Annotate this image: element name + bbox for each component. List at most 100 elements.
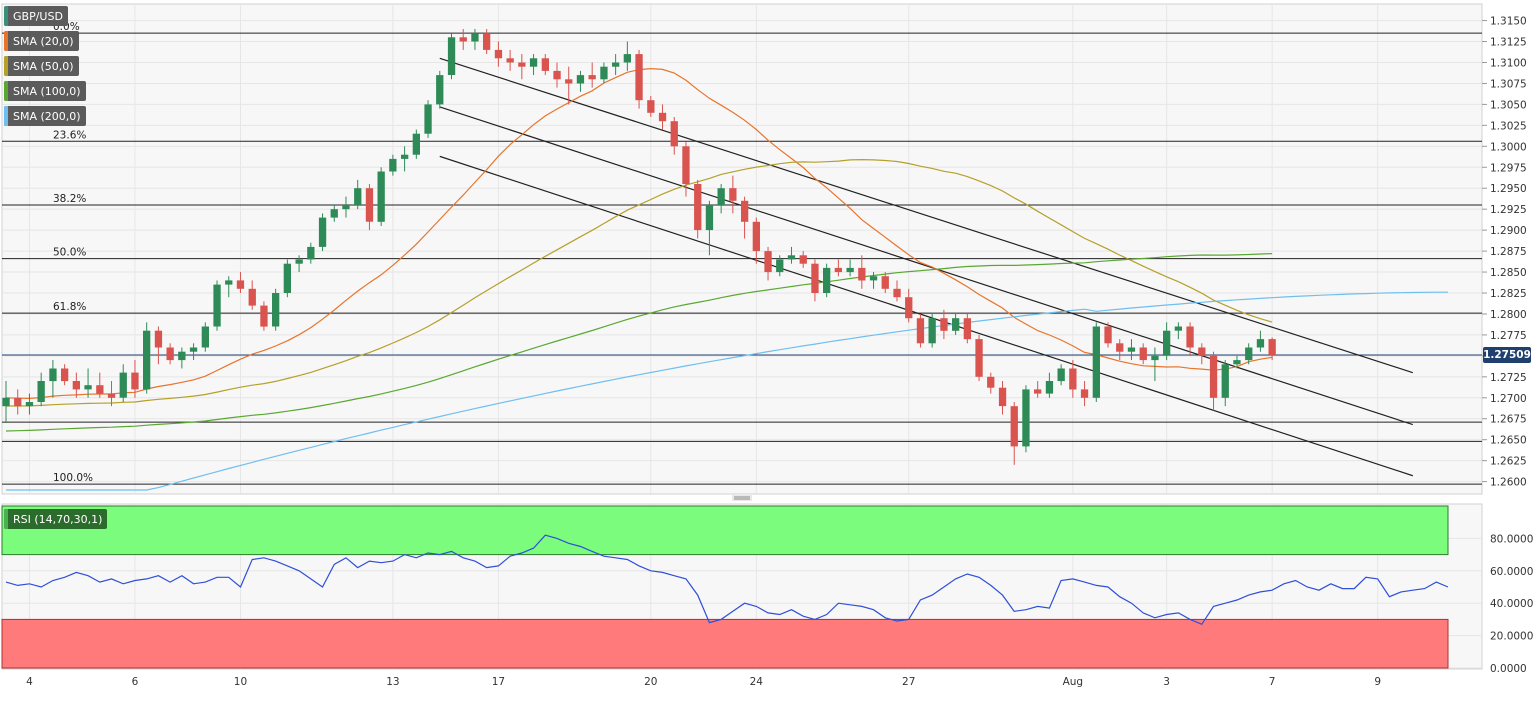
candle-body <box>553 70 561 80</box>
candle-body <box>1186 326 1194 348</box>
candle <box>330 204 338 222</box>
legend-item[interactable]: GBP/USD <box>4 6 68 26</box>
candle-body <box>236 280 245 289</box>
legend-item[interactable]: SMA (50,0) <box>4 56 79 76</box>
candle-body <box>940 318 948 331</box>
fib-level-label: 50.0% <box>53 247 86 259</box>
candle <box>694 179 702 239</box>
candle <box>1104 322 1112 348</box>
candle-body <box>119 372 127 398</box>
candle-body <box>213 284 221 327</box>
candle-body <box>248 288 256 306</box>
candle <box>49 360 57 398</box>
candle <box>1092 322 1100 402</box>
candle-body <box>1127 347 1136 352</box>
candle <box>869 272 878 289</box>
candle-body <box>1233 360 1241 365</box>
candle <box>72 372 80 398</box>
rsi-label-text: RSI (14,70,30,1) <box>13 512 103 526</box>
candle <box>647 96 655 117</box>
candle-body <box>260 305 268 327</box>
candle <box>1221 360 1229 407</box>
candle <box>1069 360 1077 398</box>
main-panel[interactable] <box>1 3 1483 495</box>
candle-body <box>471 33 479 42</box>
candle <box>799 251 807 268</box>
candle-body <box>377 171 385 222</box>
candle-body <box>1198 347 1206 356</box>
candle-body <box>459 37 467 42</box>
rsi-line <box>5 534 1449 626</box>
candle-body <box>354 188 362 205</box>
candle <box>248 280 256 310</box>
y-tick-label: 1.2850 <box>1490 267 1527 279</box>
candle-body <box>869 276 878 281</box>
candle-body <box>401 154 409 159</box>
candle-body <box>494 49 503 59</box>
candle <box>84 368 92 398</box>
candle-body <box>588 75 596 80</box>
legend-swatch <box>4 56 8 76</box>
candle-body <box>717 188 725 205</box>
legend-swatch <box>4 31 8 51</box>
rsi-tick-label: 20.0000 <box>1490 631 1533 643</box>
candle-body <box>647 100 655 113</box>
candle-body <box>787 255 796 260</box>
y-tick-label: 1.3100 <box>1490 57 1527 69</box>
candle-body <box>1163 330 1171 356</box>
legend-swatch <box>4 6 8 26</box>
candle-body <box>635 54 643 101</box>
candle <box>940 309 948 340</box>
candle <box>905 288 913 323</box>
candle <box>1245 343 1253 365</box>
candle <box>1174 322 1182 340</box>
fib-level-label: 61.8% <box>53 301 86 313</box>
y-tick-label: 1.2775 <box>1490 330 1527 342</box>
channel-line <box>439 106 1414 426</box>
candle-body <box>1034 389 1042 394</box>
candle-body <box>612 62 620 67</box>
candle-body <box>330 209 338 218</box>
y-tick-label: 1.2900 <box>1490 225 1527 237</box>
candle <box>717 184 725 214</box>
candle <box>1045 372 1054 398</box>
legend-item[interactable]: SMA (20,0) <box>4 31 79 51</box>
rsi-oversold-zone <box>1 618 1449 669</box>
candle-body <box>963 318 971 340</box>
x-tick-label: 9 <box>1374 676 1381 688</box>
candle-body <box>389 158 397 172</box>
candle <box>272 288 280 331</box>
candle <box>1139 343 1147 365</box>
candle-body <box>565 79 573 84</box>
rsi-overbought-zone <box>1 505 1449 556</box>
candle <box>1010 401 1018 465</box>
rsi-legend-label: RSI (14,70,30,1) <box>4 509 108 529</box>
candle <box>377 167 385 226</box>
candle <box>154 326 163 365</box>
candle <box>131 360 139 398</box>
candle <box>342 196 350 218</box>
x-tick-label: 17 <box>492 676 505 688</box>
x-tick-label: 27 <box>902 676 915 688</box>
candle-body <box>811 263 819 293</box>
candle <box>96 372 104 398</box>
panel-splitter-handle[interactable] <box>732 495 752 501</box>
candle-body <box>1139 347 1147 361</box>
legend-item[interactable]: SMA (100,0) <box>4 81 86 101</box>
candle-body <box>72 381 80 390</box>
y-tick-label: 1.2625 <box>1490 456 1527 468</box>
legend-label: SMA (100,0) <box>13 84 81 98</box>
x-tick-label: 20 <box>644 676 657 688</box>
candle <box>483 28 491 55</box>
candle <box>752 217 760 264</box>
legend-label: SMA (20,0) <box>13 34 74 48</box>
candle-body <box>670 121 678 147</box>
candle-body <box>1080 389 1089 398</box>
legend-item[interactable]: SMA (200,0) <box>4 106 86 126</box>
x-tick-label: 24 <box>750 676 764 688</box>
y-tick-label: 1.2975 <box>1490 162 1527 174</box>
channel-line <box>439 57 1414 374</box>
candle <box>834 259 842 277</box>
